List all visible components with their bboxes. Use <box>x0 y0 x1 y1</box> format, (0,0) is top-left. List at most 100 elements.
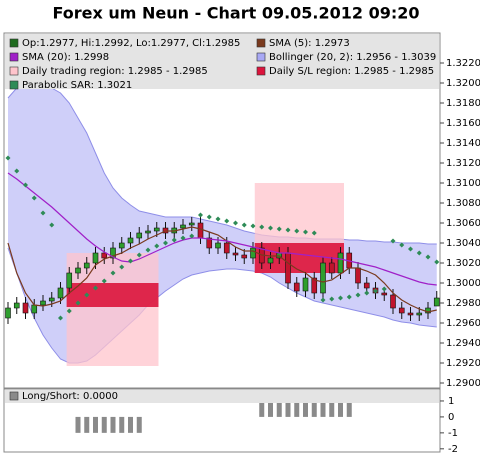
candle-body <box>390 294 396 309</box>
legend-swatch <box>9 52 19 62</box>
candle-body <box>425 307 431 314</box>
sar-dot <box>180 235 186 241</box>
sar-dot <box>163 240 168 246</box>
sar-dot <box>320 297 326 303</box>
candle-body <box>355 267 361 284</box>
y-tick-label: -1 <box>448 428 458 439</box>
bar <box>101 416 107 433</box>
candle-body <box>48 297 55 302</box>
bar <box>346 400 352 417</box>
candle-body <box>416 312 423 316</box>
bar <box>119 416 125 433</box>
legend-label: Daily trading region: 1.2985 - 1.2985 <box>22 66 208 77</box>
y-tick-label: 1.3020 <box>446 258 480 269</box>
candle-body <box>206 237 213 249</box>
sar-dot <box>189 233 195 239</box>
bar <box>285 400 291 417</box>
sar-dot <box>101 278 107 284</box>
bar <box>329 400 335 417</box>
y-tick-label: 1.3180 <box>446 98 480 109</box>
candle-body <box>433 297 440 307</box>
candle-body <box>83 262 90 269</box>
candle-body <box>110 247 116 259</box>
legend-swatch <box>256 52 266 62</box>
y-tick-label: 1.3060 <box>446 218 480 229</box>
candle-body <box>407 312 414 316</box>
y-tick-label: -2 <box>448 444 458 455</box>
sar-dot <box>416 250 422 256</box>
candle-body <box>285 252 291 284</box>
legend-label: Parabolic SAR: 1.3021 <box>22 80 132 91</box>
sar-dot <box>14 168 20 174</box>
candle-body <box>320 262 326 294</box>
candle-body <box>311 277 318 294</box>
candle-body <box>13 302 20 309</box>
sar-dot <box>145 247 151 253</box>
sar-dot <box>294 228 300 234</box>
candle-body <box>328 262 335 274</box>
sar-dot <box>408 246 413 252</box>
sar-dot <box>276 226 282 232</box>
sma-line <box>7 226 437 313</box>
bar <box>311 400 317 417</box>
y-tick-label: 1.3160 <box>446 118 480 129</box>
legend-bg <box>5 34 439 89</box>
bar <box>110 416 116 433</box>
sar-dot <box>259 224 265 230</box>
bar <box>84 416 90 433</box>
sar-dot <box>5 155 11 161</box>
legend-bg <box>5 390 439 403</box>
y-tick-label: 1.2940 <box>446 338 480 349</box>
legend-label: Long/Short: 0.0000 <box>22 391 118 402</box>
legend-swatch <box>256 38 266 48</box>
candle-body <box>267 257 274 264</box>
legend-swatch <box>9 66 19 76</box>
sar-dot <box>425 254 431 260</box>
candle-body <box>381 292 388 296</box>
sar-dot <box>40 210 46 216</box>
candle-body <box>215 242 221 249</box>
candle-body <box>223 242 230 254</box>
sar-dot <box>66 308 72 314</box>
candle-body <box>31 304 38 314</box>
y-tick-label: 1.3120 <box>446 158 480 169</box>
y-tick-label: 1.3200 <box>446 78 480 89</box>
candle-body <box>241 254 248 259</box>
sar-dot <box>49 222 55 228</box>
bar <box>75 416 81 433</box>
sar-dot <box>381 286 387 292</box>
candle-body <box>22 302 29 314</box>
y-tick-label: 1.2980 <box>446 298 480 309</box>
sar-dot <box>373 288 378 294</box>
sar-dot <box>346 294 352 300</box>
candle-body <box>232 252 239 256</box>
bar <box>259 400 265 417</box>
bar <box>294 400 300 417</box>
candle-body <box>40 300 46 306</box>
bar <box>320 400 326 417</box>
region <box>66 283 159 307</box>
candle-body <box>66 272 73 289</box>
sar-dot <box>110 270 116 276</box>
sar-dot <box>154 243 160 249</box>
candle-body <box>363 282 370 289</box>
chart-title: Forex um Neun - Chart 09.05.2012 09:20 <box>52 4 419 23</box>
y-tick-label: 1.2900 <box>446 378 480 389</box>
y-tick-label: 1.3220 <box>446 58 480 69</box>
candle-body <box>302 277 309 292</box>
sar-dot <box>303 229 308 235</box>
y-tick-label: 1.3040 <box>446 238 480 249</box>
y-tick-label: 0 <box>448 412 454 423</box>
candle-body <box>136 232 143 239</box>
sar-dot <box>399 242 405 248</box>
y-tick-label: 1.3080 <box>446 198 480 209</box>
candle-body <box>188 222 195 226</box>
candle-body <box>250 247 256 259</box>
sar-dot <box>268 225 273 231</box>
candle-body <box>337 252 344 274</box>
bar <box>303 400 308 417</box>
candle-body <box>153 227 160 232</box>
sar-dot <box>364 290 370 296</box>
sar-dot <box>215 216 221 222</box>
